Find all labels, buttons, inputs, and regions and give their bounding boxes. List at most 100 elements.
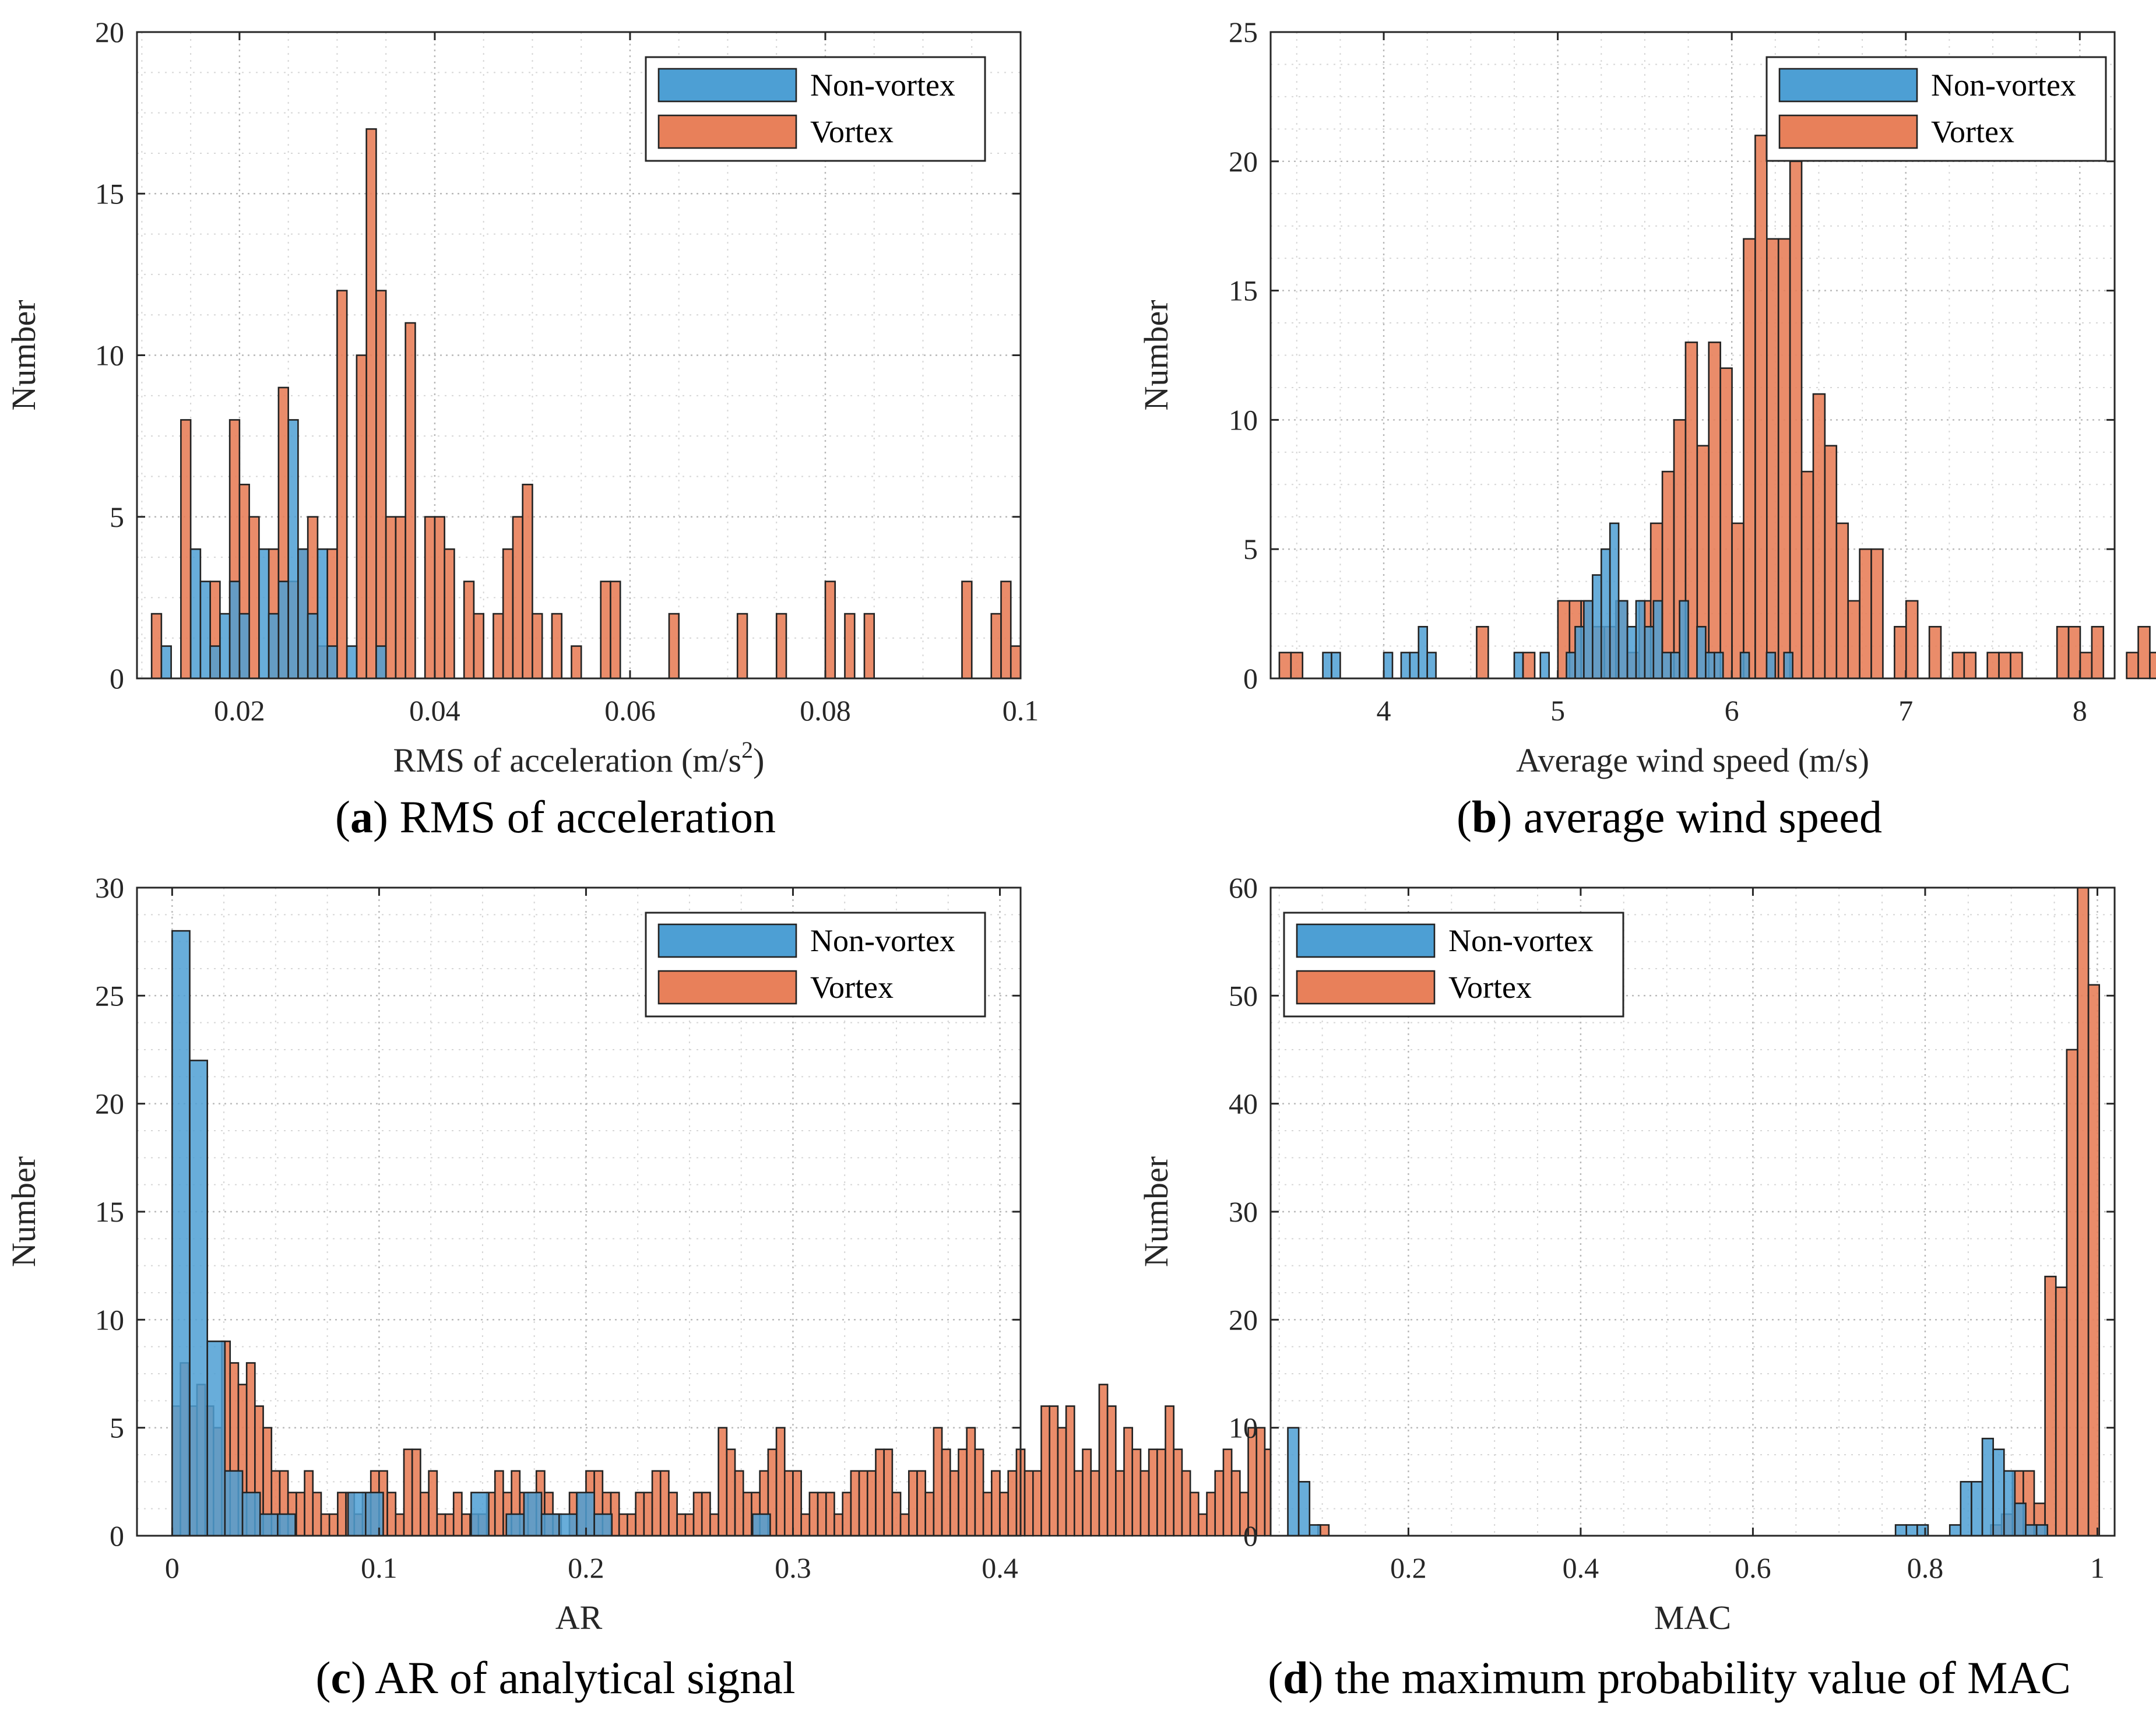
x-tick-label: 0.3 [775,1551,811,1584]
bar [551,613,562,680]
bar [941,1448,951,1537]
bar [924,1491,935,1537]
bar [2149,652,2156,680]
x-tick-label: 0 [165,1551,180,1584]
bar [337,1491,347,1537]
bar [494,1470,504,1537]
panel-c: 0 0.1 0.2 0.3 0.4 0 5 10 15 20 25 30 AR Number Non-vor… [5,871,1738,1703]
bar [473,613,484,680]
legend-swatch [1296,970,1436,1005]
bar [428,1470,438,1537]
panel-a: 0.02 0.04 0.06 0.08 0.1 0 5 10 15 20 RMS of accele… [5,16,1039,842]
bar [1049,1405,1059,1537]
bar [1024,1470,1034,1537]
x-tick-label: 0.8 [1907,1551,1944,1584]
bar [1949,1524,1962,1537]
bar [2077,886,2090,1537]
bar [1148,1448,1158,1537]
bar [1400,652,1411,680]
bar [709,1513,719,1537]
bar [189,548,202,680]
bar [775,613,787,680]
bar [1222,1448,1233,1537]
bar [2014,1503,2027,1537]
bar [775,1427,786,1537]
y-tick-label: 25 [95,979,124,1012]
bar [2055,1286,2068,1537]
bar [1963,652,1977,680]
bar [1998,652,2011,680]
y-tick-label: 5 [1243,533,1258,565]
y-tick-label: 0 [110,662,124,695]
bar [219,613,231,680]
x-tick-label: 0.02 [214,694,265,727]
bar [1000,580,1012,680]
bar [842,1491,852,1537]
bar [304,1470,314,1537]
bar [1098,1384,1109,1537]
bar [1894,625,1907,680]
bar [1986,652,2000,680]
legend-swatch [657,68,797,103]
y-tick-label: 15 [1229,275,1258,307]
bar [2091,625,2105,680]
y-tick-label: 50 [1229,979,1258,1012]
y-tick-label: 40 [1229,1088,1258,1120]
bar [385,516,397,680]
bar [436,1513,446,1537]
bar [1835,522,1849,680]
bar [1719,367,1733,680]
bar [808,1491,819,1537]
bar [463,580,475,680]
axes-frame [1269,31,2116,680]
bar [1173,1448,1183,1537]
series-non-vortex [1287,1427,2049,1537]
bar [990,613,1002,680]
y-tick-label: 0 [1243,1519,1258,1552]
bar [1679,600,1689,680]
bar [316,548,328,680]
bar [512,516,523,680]
bar [1870,548,1884,680]
bar [833,1513,843,1537]
y-tick-label: 20 [1229,1303,1258,1336]
bar [434,516,445,680]
bar [395,1513,405,1537]
y-tick-label: 10 [95,339,124,372]
bar [1032,1470,1042,1537]
bar [420,1491,430,1537]
bar [1661,470,1675,680]
bar [684,1513,695,1537]
bar [180,419,192,680]
bar [2025,1524,2038,1537]
bar [1566,652,1576,680]
y-tick-label: 60 [1229,871,1258,904]
bar [1115,1470,1125,1537]
bar [1592,574,1602,680]
bar [2044,1275,2057,1537]
bar [2066,1049,2078,1537]
bar [1916,1524,1929,1537]
y-tick-label: 10 [1229,1412,1258,1444]
bar [1696,625,1707,680]
bar [1383,652,1394,680]
bar [522,483,533,680]
bar [875,1448,885,1537]
bar [461,1513,471,1537]
bar [2137,625,2151,680]
bar [375,290,387,680]
bar [320,1513,330,1537]
bar [505,1513,525,1537]
bar [908,1470,918,1537]
bar [1476,625,1489,680]
bar [742,1491,752,1537]
bar [1951,652,1965,680]
bar [593,1513,613,1537]
bar [209,645,221,680]
panel-d: 0.2 0.4 0.6 0.8 10102030405060MACNumberNon-v… [1137,871,2116,1703]
y-tick-label: 20 [95,1088,124,1120]
bar [676,1513,687,1537]
bar [1928,625,1942,680]
legend-label: Vortex [810,970,894,1005]
